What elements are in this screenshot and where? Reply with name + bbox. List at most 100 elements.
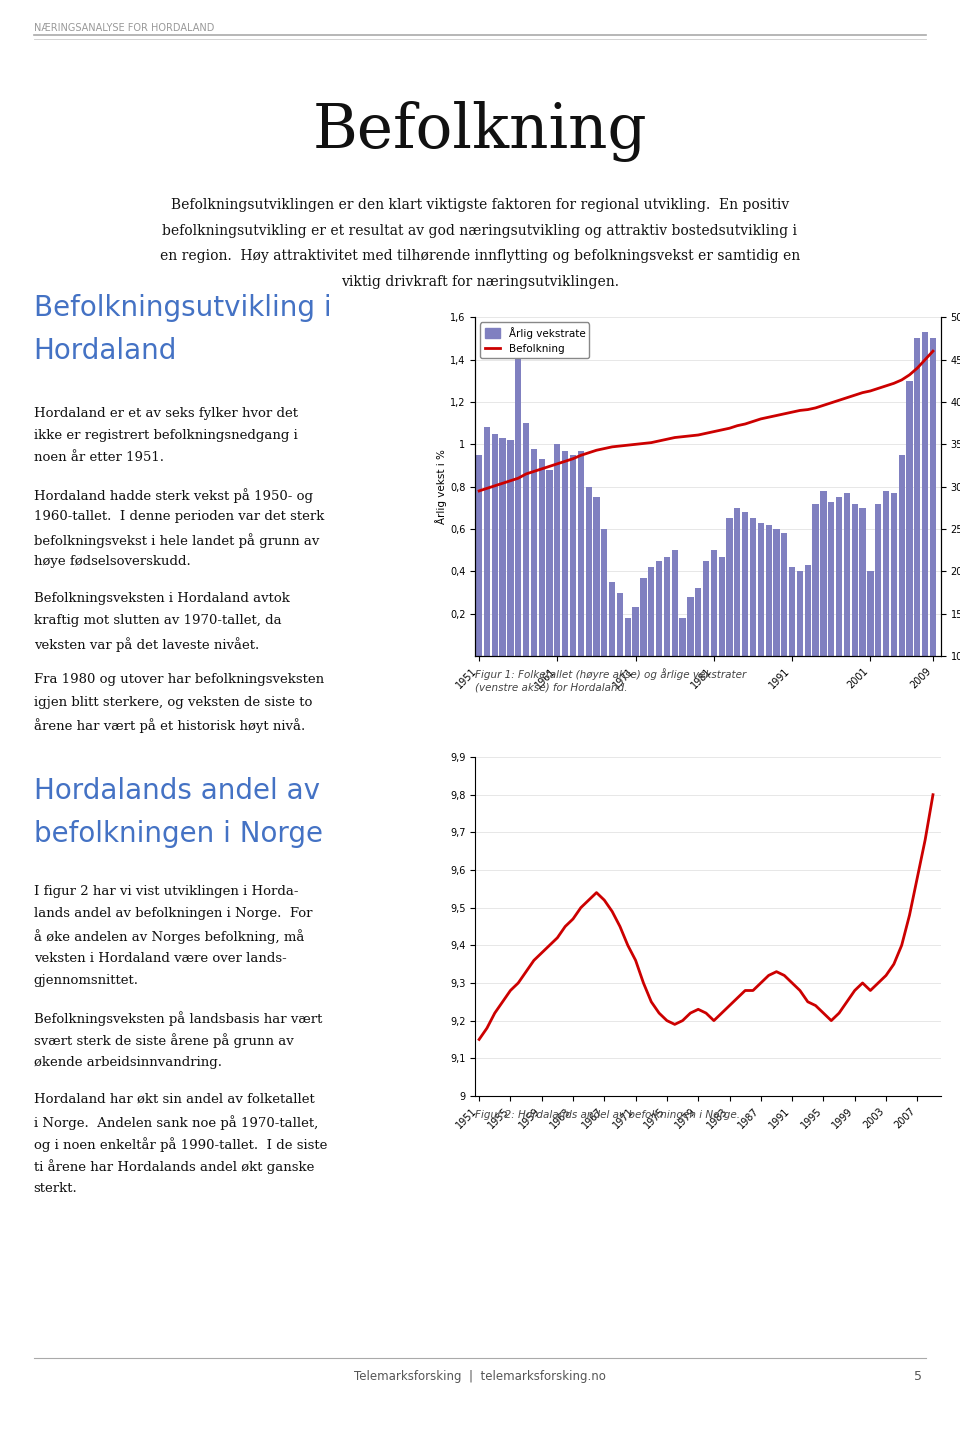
Bar — [859, 508, 866, 656]
Bar — [930, 339, 936, 656]
Text: veksten i Hordaland være over lands-: veksten i Hordaland være over lands- — [34, 952, 286, 965]
Bar — [554, 444, 561, 656]
Bar — [836, 497, 842, 656]
Text: årene har vært på et historisk høyt nivå.: årene har vært på et historisk høyt nivå… — [34, 718, 305, 733]
Bar — [593, 497, 600, 656]
Bar — [844, 493, 850, 656]
Bar — [797, 571, 804, 656]
Bar — [852, 503, 858, 656]
Text: befolkningsutvikling er et resultat av god næringsutvikling og attraktiv bosteds: befolkningsutvikling er et resultat av g… — [162, 224, 798, 238]
Bar — [663, 557, 670, 656]
Bar — [727, 519, 732, 656]
Bar — [710, 551, 717, 656]
Text: Hordalands andel av: Hordalands andel av — [34, 776, 320, 805]
Text: viktig drivkraft for næringsutviklingen.: viktig drivkraft for næringsutviklingen. — [341, 275, 619, 290]
Text: Hordaland har økt sin andel av folketallet: Hordaland har økt sin andel av folketall… — [34, 1092, 314, 1106]
Text: å øke andelen av Norges befolkning, må: å øke andelen av Norges befolkning, må — [34, 929, 304, 945]
Bar — [539, 459, 545, 656]
Bar — [820, 490, 827, 656]
Bar — [633, 607, 638, 656]
Bar — [695, 588, 702, 656]
Bar — [687, 597, 693, 656]
Legend: Årlig vekstrate, Befolkning: Årlig vekstrate, Befolkning — [480, 323, 589, 358]
Bar — [531, 448, 537, 656]
Bar — [906, 381, 913, 656]
Bar — [812, 503, 819, 656]
Bar — [876, 503, 881, 656]
Bar — [922, 332, 928, 656]
Bar — [672, 551, 678, 656]
Bar — [774, 529, 780, 656]
Y-axis label: Årlig vekst i %: Årlig vekst i % — [435, 450, 447, 523]
Text: og i noen enkeltår på 1990-tallet.  I de siste: og i noen enkeltår på 1990-tallet. I de … — [34, 1136, 327, 1152]
Text: Befolkningsutviklingen er den klart viktigste faktoren for regional utvikling.  : Befolkningsutviklingen er den klart vikt… — [171, 198, 789, 212]
Text: Befolkning: Befolkning — [313, 101, 647, 162]
Bar — [734, 508, 740, 656]
Text: befolkningen i Norge: befolkningen i Norge — [34, 819, 323, 848]
Bar — [648, 567, 655, 656]
Bar — [546, 470, 553, 656]
Bar — [883, 490, 889, 656]
Text: i Norge.  Andelen sank noe på 1970-tallet,: i Norge. Andelen sank noe på 1970-tallet… — [34, 1115, 318, 1129]
Bar — [492, 434, 498, 656]
Text: gjennomsnittet.: gjennomsnittet. — [34, 973, 138, 988]
Bar — [867, 571, 874, 656]
Text: Befolkningsveksten på landsbasis har vært: Befolkningsveksten på landsbasis har vær… — [34, 1011, 322, 1025]
Text: veksten var på det laveste nivået.: veksten var på det laveste nivået. — [34, 636, 259, 652]
Text: NÆRINGSANALYSE FOR HORDALAND: NÆRINGSANALYSE FOR HORDALAND — [34, 23, 214, 33]
Bar — [804, 565, 811, 656]
Bar — [656, 561, 662, 656]
Text: igjen blitt sterkere, og veksten de siste to: igjen blitt sterkere, og veksten de sist… — [34, 695, 312, 709]
Bar — [750, 519, 756, 656]
Bar — [719, 557, 725, 656]
Text: Hordaland hadde sterk vekst på 1950- og: Hordaland hadde sterk vekst på 1950- og — [34, 487, 313, 503]
Bar — [640, 578, 647, 656]
Text: Hordaland er et av seks fylker hvor det: Hordaland er et av seks fylker hvor det — [34, 407, 298, 420]
Text: Telemarksforsking  |  telemarksforsking.no: Telemarksforsking | telemarksforsking.no — [354, 1370, 606, 1383]
Bar — [757, 522, 764, 656]
Bar — [476, 454, 482, 656]
Text: 1960-tallet.  I denne perioden var det sterk: 1960-tallet. I denne perioden var det st… — [34, 510, 324, 523]
Text: høye fødselsoverskudd.: høye fødselsoverskudd. — [34, 555, 190, 568]
Bar — [765, 525, 772, 656]
Text: befolkningsvekst i hele landet på grunn av: befolkningsvekst i hele landet på grunn … — [34, 532, 319, 548]
Text: kraftig mot slutten av 1970-tallet, da: kraftig mot slutten av 1970-tallet, da — [34, 614, 281, 627]
Text: sterkt.: sterkt. — [34, 1181, 78, 1195]
Text: (venstre akse) for Hordaland.: (venstre akse) for Hordaland. — [475, 682, 628, 692]
Text: Befolkningsveksten i Hordaland avtok: Befolkningsveksten i Hordaland avtok — [34, 591, 290, 606]
Text: lands andel av befolkningen i Norge.  For: lands andel av befolkningen i Norge. For — [34, 907, 312, 920]
Text: ikke er registrert befolkningsnedgang i: ikke er registrert befolkningsnedgang i — [34, 428, 298, 443]
Bar — [601, 529, 608, 656]
Bar — [625, 619, 631, 656]
Bar — [562, 451, 568, 656]
Bar — [570, 454, 576, 656]
Bar — [516, 339, 521, 656]
Bar — [781, 534, 787, 656]
Bar — [617, 593, 623, 656]
Text: noen år etter 1951.: noen år etter 1951. — [34, 451, 163, 464]
Text: svært sterk de siste årene på grunn av: svært sterk de siste årene på grunn av — [34, 1032, 294, 1048]
Bar — [586, 486, 591, 656]
Bar — [523, 423, 529, 656]
Text: Fra 1980 og utover har befolkningsveksten: Fra 1980 og utover har befolkningsvekste… — [34, 673, 324, 686]
Text: Figur 2: Hordalands andel av befolkningen i Norge.: Figur 2: Hordalands andel av befolkninge… — [475, 1110, 740, 1120]
Bar — [680, 619, 685, 656]
Bar — [742, 512, 748, 656]
Bar — [914, 339, 921, 656]
Bar — [507, 440, 514, 656]
Bar — [789, 567, 795, 656]
Bar — [703, 561, 709, 656]
Bar — [828, 502, 834, 656]
Text: Hordaland: Hordaland — [34, 337, 177, 365]
Text: Figur 1: Folketallet (høyre akse) og årlige vekstrater: Figur 1: Folketallet (høyre akse) og årl… — [475, 668, 747, 679]
Text: økende arbeidsinnvandring.: økende arbeidsinnvandring. — [34, 1056, 222, 1069]
Text: 5: 5 — [914, 1370, 922, 1383]
Bar — [499, 438, 506, 656]
Bar — [578, 451, 584, 656]
Text: en region.  Høy attraktivitet med tilhørende innflytting og befolkningsvekst er : en region. Høy attraktivitet med tilhøre… — [160, 249, 800, 264]
Bar — [899, 454, 905, 656]
Text: Befolkningsutvikling i: Befolkningsutvikling i — [34, 294, 331, 322]
Text: I figur 2 har vi vist utviklingen i Horda-: I figur 2 har vi vist utviklingen i Hord… — [34, 884, 299, 898]
Bar — [484, 427, 490, 656]
Text: ti årene har Hordalands andel økt ganske: ti årene har Hordalands andel økt ganske — [34, 1159, 314, 1174]
